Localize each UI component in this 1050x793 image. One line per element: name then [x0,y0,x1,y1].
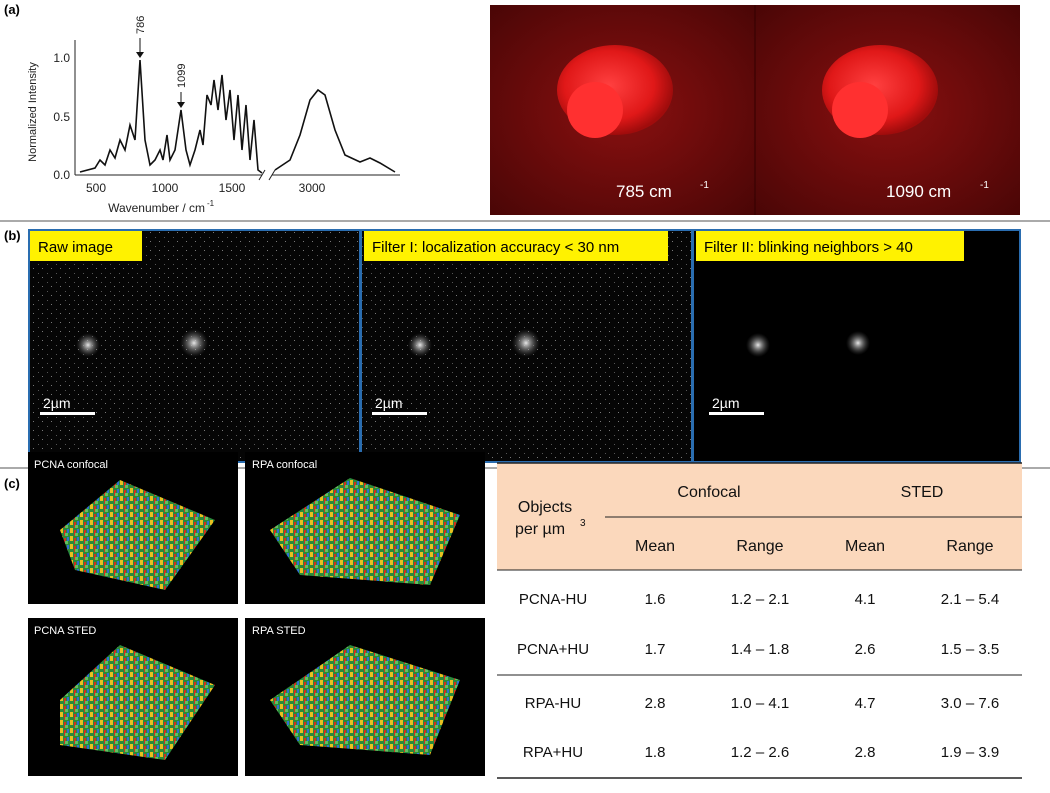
table-cell: 2.8 [645,695,666,712]
image-title: PCNA STED [34,625,96,637]
surface [270,645,460,755]
cluster [512,329,540,357]
table-cell: 1.8 [645,744,666,761]
table-cell: 1.2 – 2.1 [731,591,789,608]
cluster [408,333,432,357]
group-header: Confocal [677,484,740,501]
cell [832,82,888,138]
scale-bar [709,412,764,415]
cluster [76,333,100,357]
row-header: RPA+HU [523,744,583,761]
table-cell: 2.1 – 5.4 [941,591,999,608]
cluster [746,333,770,357]
table-cell: 1.6 [645,591,666,608]
table-cell: 1.0 – 4.1 [731,695,789,712]
raman-images: 785 cm -1 1090 cm -1 [490,5,1020,215]
scale-bar [40,412,95,415]
title-box [30,231,142,261]
image-title: RPA confocal [252,459,317,471]
table-cell: 2.8 [855,744,876,761]
sub-header: Range [736,538,783,555]
table: Objects per µm 3 Confocal STED Mean Range… [497,462,1022,779]
row-header: RPA-HU [525,695,581,712]
image-title: Filter I: localization accuracy < 30 nm [372,239,619,256]
x-tick-label: 3000 [299,181,326,195]
axis-break [258,169,266,181]
scale-label: 2µm [43,395,71,411]
panel-label: (a) [4,2,20,17]
peak-arrow-head [177,102,185,108]
surface [60,480,215,590]
x-tick-label: 500 [86,181,106,195]
x-axis-label: Wavenumber / cm [108,201,205,215]
table-cell: 3.0 – 7.6 [941,695,999,712]
image-title: Filter II: blinking neighbors > 40 [704,239,913,256]
y-tick-label: 0.0 [53,168,70,182]
x-axis-label-sup: -1 [207,199,215,208]
panel-label: (b) [4,228,21,243]
y-tick-label: 0.5 [53,110,70,124]
scale-label: 2µm [712,395,740,411]
y-axis-label: Normalized Intensity [27,62,39,162]
table-cell: 4.7 [855,695,876,712]
3d-images: PCNA confocal RPA confocal PCNA STED RPA… [28,452,485,776]
row-header: PCNA-HU [519,591,587,608]
spectrum: 1.0 0.5 0.0 500 1000 1500 3000 Normalize… [27,16,400,215]
y-tick-label: 1.0 [53,51,70,65]
sub-header: Mean [635,538,675,555]
table-cell: 1.5 – 3.5 [941,641,999,658]
image-title: RPA STED [252,625,306,637]
group-header: STED [901,484,944,501]
cell [567,82,623,138]
table-cell: 2.6 [855,641,876,658]
title-box [364,231,668,261]
surface [270,478,460,585]
corner-header-sup: 3 [580,518,586,529]
axis-break [268,169,276,181]
peak-label: 786 [135,16,147,34]
surface [60,645,215,760]
title-box [696,231,964,261]
cluster [180,329,208,357]
table-cell: 1.4 – 1.8 [731,641,789,658]
scale-bar [372,412,427,415]
cluster [846,331,870,355]
x-tick-label: 1000 [152,181,179,195]
image-label: 1090 cm [886,182,951,201]
peak-label: 1099 [176,64,188,88]
corner-header: per µm [515,521,565,538]
image-label: 785 cm [616,182,672,201]
sub-header: Mean [845,538,885,555]
row-header: PCNA+HU [517,641,589,658]
sub-header: Range [946,538,993,555]
panel-label: (c) [4,476,20,491]
scale-label: 2µm [375,395,403,411]
image-label-sup: -1 [700,180,709,191]
table-body: Mean Range Mean Range PCNA-HU 1.6 1.2 – 2.1 4.1… [517,538,999,761]
table-cell: 1.7 [645,641,666,658]
peak-arrow-head [136,52,144,58]
filter-images: Raw image Filter I: localization accurac… [28,229,1021,463]
table-cell: 4.1 [855,591,876,608]
table-cell: 1.2 – 2.6 [731,744,789,761]
image-title: Raw image [38,239,113,256]
table-cell: 1.9 – 3.9 [941,744,999,761]
x-tick-label: 1500 [219,181,246,195]
image-label-sup: -1 [980,180,989,191]
spectrum-curve [79,59,396,174]
corner-header: Objects [518,499,572,516]
image-title: PCNA confocal [34,459,108,471]
